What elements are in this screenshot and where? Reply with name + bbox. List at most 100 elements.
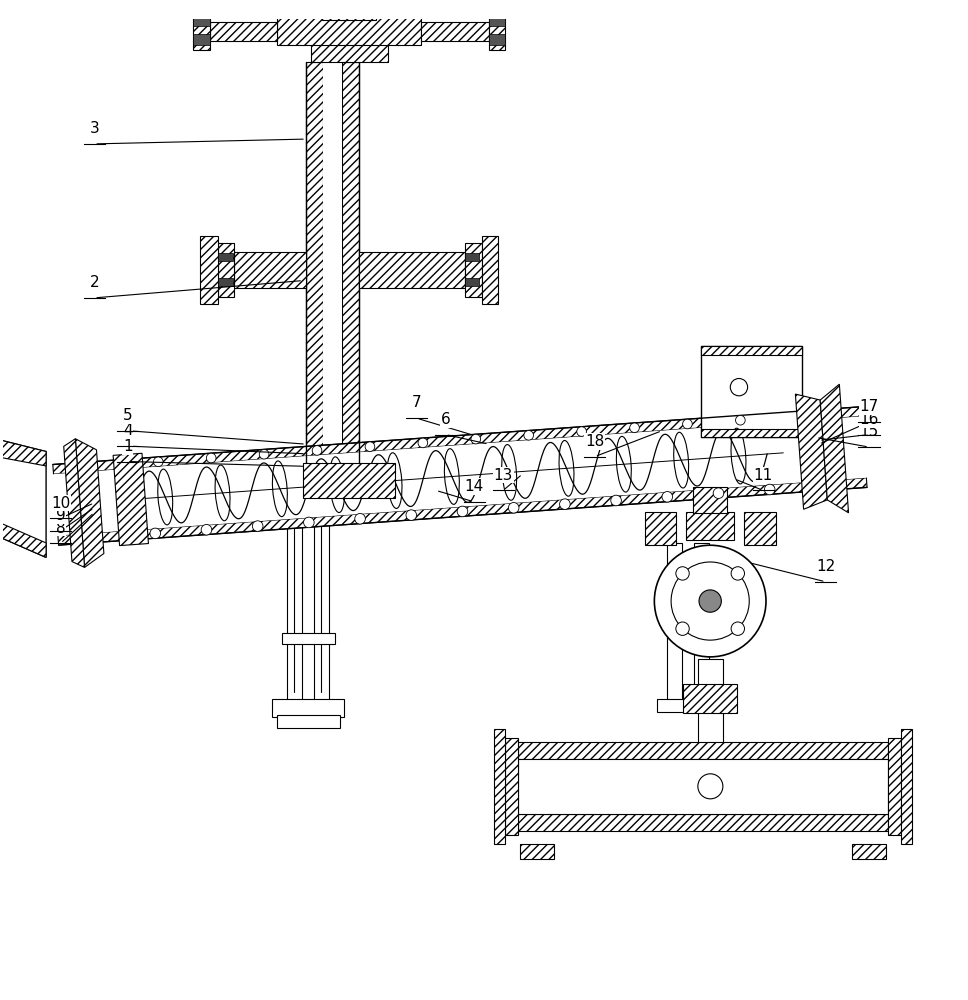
Bar — [194, 16, 210, 26]
Bar — [657, 699, 720, 712]
Text: 10: 10 — [51, 496, 70, 511]
Bar — [323, 62, 342, 481]
Polygon shape — [743, 512, 775, 545]
Bar — [272, 699, 345, 717]
Bar — [489, 16, 505, 26]
Circle shape — [577, 427, 587, 436]
Polygon shape — [303, 463, 396, 498]
Polygon shape — [683, 684, 737, 713]
Polygon shape — [306, 62, 323, 481]
Text: 13: 13 — [494, 468, 513, 483]
Polygon shape — [53, 407, 862, 474]
Polygon shape — [277, 16, 421, 45]
Circle shape — [560, 499, 570, 509]
Polygon shape — [194, 12, 210, 50]
Polygon shape — [311, 41, 388, 62]
Bar — [698, 659, 723, 747]
Bar — [314, 481, 329, 707]
Text: 11: 11 — [753, 468, 772, 483]
Bar — [219, 278, 232, 286]
Circle shape — [611, 495, 621, 506]
Polygon shape — [686, 512, 735, 540]
Polygon shape — [494, 729, 505, 844]
Bar — [282, 633, 335, 644]
Circle shape — [671, 562, 749, 640]
Bar — [489, 34, 505, 45]
Text: 9: 9 — [55, 508, 66, 523]
Text: 17: 17 — [860, 399, 879, 414]
Circle shape — [304, 517, 315, 528]
Text: 2: 2 — [89, 275, 99, 290]
Bar — [277, 715, 340, 728]
Bar — [194, 34, 210, 45]
Text: 18: 18 — [585, 434, 604, 449]
Circle shape — [154, 457, 163, 467]
Polygon shape — [76, 439, 104, 567]
Text: 5: 5 — [123, 408, 133, 423]
Circle shape — [206, 453, 216, 463]
Circle shape — [736, 415, 745, 425]
Polygon shape — [342, 62, 359, 481]
Circle shape — [457, 506, 468, 517]
Circle shape — [630, 423, 639, 433]
Circle shape — [699, 590, 721, 612]
Polygon shape — [701, 346, 802, 355]
Circle shape — [524, 431, 533, 440]
Polygon shape — [421, 22, 489, 41]
Bar — [465, 278, 479, 286]
Polygon shape — [322, 2, 377, 20]
Circle shape — [654, 545, 766, 657]
Circle shape — [730, 378, 747, 396]
Circle shape — [355, 513, 365, 524]
Circle shape — [765, 484, 775, 495]
Polygon shape — [520, 844, 555, 859]
Circle shape — [313, 446, 321, 455]
Bar — [694, 543, 710, 702]
Polygon shape — [518, 814, 889, 831]
Text: 15: 15 — [860, 424, 879, 439]
Text: 1: 1 — [123, 439, 133, 454]
Circle shape — [259, 449, 269, 459]
Circle shape — [731, 567, 744, 580]
Circle shape — [713, 488, 724, 498]
Polygon shape — [901, 729, 912, 844]
Bar — [219, 253, 232, 261]
Polygon shape — [701, 429, 802, 437]
Text: 14: 14 — [465, 479, 484, 494]
Polygon shape — [58, 478, 867, 545]
Circle shape — [676, 567, 689, 580]
Bar — [465, 253, 479, 261]
Circle shape — [201, 524, 212, 535]
Polygon shape — [518, 742, 889, 759]
Polygon shape — [889, 738, 901, 835]
Text: 7: 7 — [411, 395, 421, 410]
Circle shape — [662, 492, 673, 502]
Bar — [287, 481, 302, 707]
Circle shape — [731, 622, 744, 635]
Circle shape — [253, 521, 263, 531]
Polygon shape — [489, 12, 505, 50]
Text: 12: 12 — [816, 559, 835, 574]
Polygon shape — [64, 439, 84, 567]
Circle shape — [471, 434, 480, 444]
Polygon shape — [465, 243, 482, 297]
Polygon shape — [820, 384, 849, 513]
Polygon shape — [233, 252, 306, 288]
Circle shape — [508, 503, 519, 513]
Polygon shape — [113, 453, 148, 546]
Text: 4: 4 — [123, 423, 133, 438]
Polygon shape — [482, 236, 499, 304]
Polygon shape — [219, 243, 233, 297]
Circle shape — [676, 622, 689, 635]
Polygon shape — [796, 394, 828, 509]
Polygon shape — [0, 509, 46, 557]
Text: 3: 3 — [89, 121, 99, 136]
Polygon shape — [645, 512, 677, 545]
Circle shape — [698, 774, 723, 799]
Bar — [667, 543, 682, 702]
Polygon shape — [0, 432, 46, 466]
Circle shape — [418, 438, 428, 448]
Text: 16: 16 — [860, 412, 879, 427]
Polygon shape — [359, 252, 465, 288]
Polygon shape — [53, 416, 866, 536]
